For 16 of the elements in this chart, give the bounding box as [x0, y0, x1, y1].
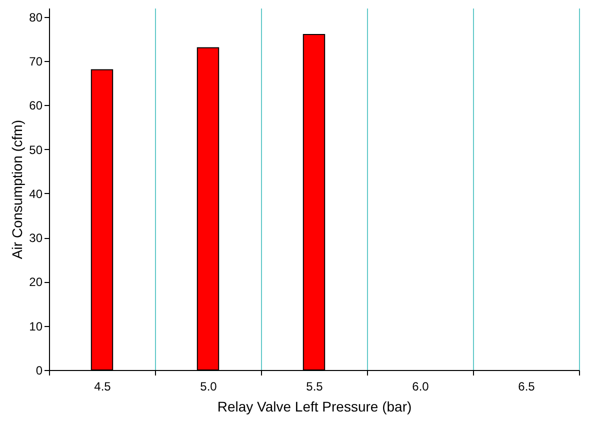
y-tick-label: 40 [29, 186, 43, 201]
y-axis-title: Air Consumption (cfm) [9, 120, 26, 260]
x-tick-label: 4.5 [94, 380, 112, 394]
x-tick-label: 6.0 [412, 380, 430, 394]
y-tick-label: 70 [29, 54, 43, 68]
x-axis-title: Relay Valve Left Pressure (bar) [217, 398, 412, 414]
y-tick-label: 20 [29, 275, 43, 290]
y-tick-label: 10 [29, 319, 43, 334]
y-tick-label: 50 [29, 142, 43, 157]
x-tick-label: 5.5 [306, 380, 324, 394]
y-tick-label: 0 [36, 364, 43, 378]
y-tick-label: 30 [29, 231, 43, 246]
y-tick-label: 60 [29, 98, 43, 113]
y-tick-label: 80 [29, 10, 43, 24]
x-tick-label: 6.5 [518, 380, 536, 394]
x-tick-label: 5.0 [200, 380, 218, 394]
